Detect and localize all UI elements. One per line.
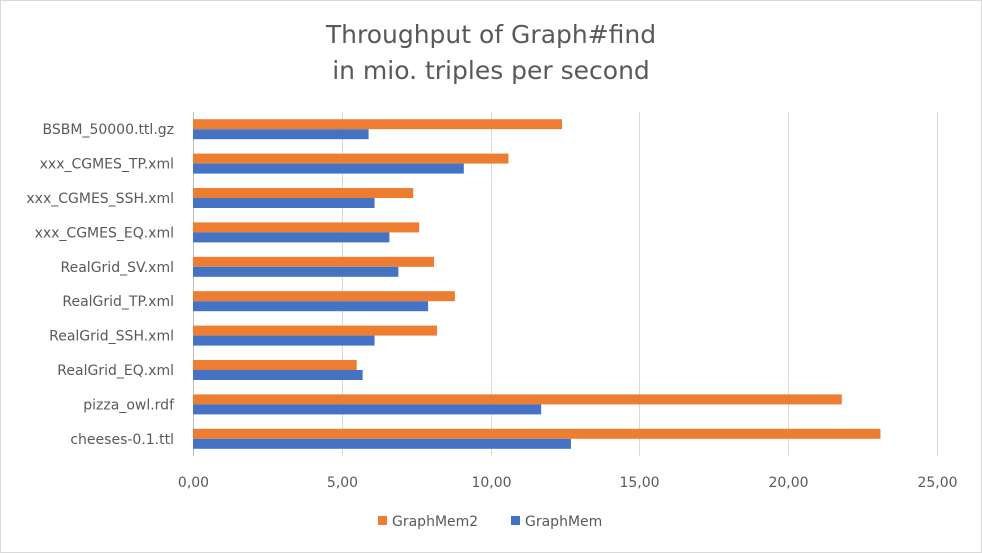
bar-graphmem [193, 404, 542, 415]
legend-swatch [378, 516, 387, 525]
bar-graphmem [193, 438, 571, 449]
bar-graphmem [193, 370, 363, 380]
bar-graphmem [193, 301, 429, 312]
x-tick-label: 0,00 [178, 475, 209, 491]
bars [193, 119, 881, 449]
legend-label: GraphMem [525, 514, 602, 530]
category-label: RealGrid_EQ.xml [57, 363, 174, 379]
bar-graphmem2 [193, 153, 509, 164]
x-tick-labels: 0,00 5,00 10,00 15,00 20,00 25,00 [178, 475, 958, 491]
category-labels: BSBM_50000.ttl.gz xxx_CGMES_TP.xml xxx_CGM… [26, 122, 175, 448]
category-label: RealGrid_SSH.xml [49, 329, 174, 345]
category-label: RealGrid_SV.xml [61, 260, 174, 276]
legend-swatch [511, 516, 520, 525]
bar-graphmem2 [193, 188, 414, 198]
category-label: pizza_owl.rdf [83, 397, 175, 413]
bar-graphmem2 [193, 119, 563, 130]
bar-graphmem2 [193, 291, 455, 302]
x-tick-label: 15,00 [619, 475, 659, 491]
legend: GraphMem2 GraphMem [378, 514, 602, 530]
bar-graphmem [193, 232, 390, 243]
bar-graphmem [193, 129, 369, 140]
bar-graphmem [193, 266, 399, 277]
bar-graphmem2 [193, 394, 842, 405]
x-tick-label: 10,00 [471, 475, 511, 491]
bar-graphmem2 [193, 428, 881, 439]
category-label: xxx_CGMES_TP.xml [40, 157, 174, 173]
chart-title: Throughput of Graph#find [325, 20, 657, 49]
bar-graphmem [193, 163, 464, 174]
x-tick-label: 20,00 [768, 475, 808, 491]
category-label: xxx_CGMES_EQ.xml [35, 225, 174, 241]
bar-graphmem [193, 335, 375, 346]
x-tick-label: 5,00 [327, 475, 358, 491]
category-label: BSBM_50000.ttl.gz [43, 122, 174, 138]
category-label: xxx_CGMES_SSH.xml [26, 191, 174, 207]
bar-graphmem2 [193, 325, 438, 336]
x-tick-label: 25,00 [917, 475, 957, 491]
bar-graphmem [193, 198, 375, 208]
category-label: cheeses-0.1.ttl [70, 432, 174, 448]
bar-graphmem2 [193, 222, 420, 233]
bar-graphmem2 [193, 360, 357, 370]
category-label: RealGrid_TP.xml [62, 294, 174, 310]
bar-graphmem2 [193, 256, 435, 267]
legend-label: GraphMem2 [392, 514, 478, 530]
chart-subtitle: in mio. triples per second [332, 56, 650, 85]
